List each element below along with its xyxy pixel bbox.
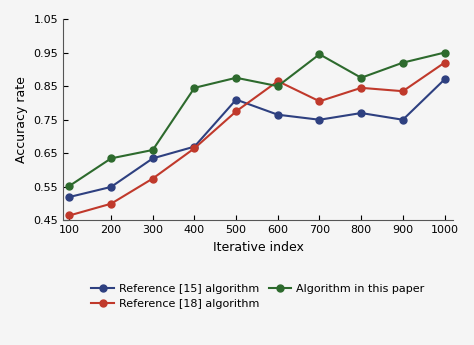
- Algorithm in this paper: [191, 86, 197, 90]
- Reference [18] algorithm: [358, 86, 364, 90]
- Algorithm in this paper: [150, 148, 155, 152]
- Reference [15] algorithm: [317, 118, 322, 122]
- Reference [18] algorithm: [317, 99, 322, 104]
- Reference [18] algorithm: [400, 89, 406, 93]
- Reference [18] algorithm: [442, 61, 447, 65]
- Algorithm in this paper: [233, 76, 239, 80]
- Reference [15] algorithm: [191, 145, 197, 149]
- Line: Reference [15] algorithm: Reference [15] algorithm: [66, 76, 448, 200]
- Reference [15] algorithm: [233, 98, 239, 102]
- Reference [18] algorithm: [150, 176, 155, 180]
- Line: Reference [18] algorithm: Reference [18] algorithm: [66, 59, 448, 219]
- Reference [15] algorithm: [66, 195, 72, 199]
- Reference [18] algorithm: [191, 146, 197, 150]
- Legend: Reference [15] algorithm, Reference [18] algorithm, Algorithm in this paper: Reference [15] algorithm, Reference [18]…: [88, 280, 428, 313]
- Reference [15] algorithm: [275, 112, 281, 117]
- Algorithm in this paper: [442, 50, 447, 55]
- Reference [15] algorithm: [442, 77, 447, 81]
- Algorithm in this paper: [275, 84, 281, 88]
- Line: Algorithm in this paper: Algorithm in this paper: [66, 49, 448, 189]
- Reference [18] algorithm: [275, 79, 281, 83]
- Algorithm in this paper: [108, 156, 114, 160]
- Algorithm in this paper: [66, 184, 72, 188]
- Y-axis label: Accuracy rate: Accuracy rate: [15, 76, 28, 163]
- Reference [15] algorithm: [400, 118, 406, 122]
- Reference [18] algorithm: [108, 201, 114, 206]
- Algorithm in this paper: [400, 61, 406, 65]
- Reference [15] algorithm: [358, 111, 364, 115]
- X-axis label: Iterative index: Iterative index: [212, 241, 303, 254]
- Reference [18] algorithm: [66, 214, 72, 218]
- Reference [15] algorithm: [150, 156, 155, 160]
- Algorithm in this paper: [358, 76, 364, 80]
- Reference [15] algorithm: [108, 185, 114, 189]
- Reference [18] algorithm: [233, 109, 239, 114]
- Algorithm in this paper: [317, 52, 322, 56]
